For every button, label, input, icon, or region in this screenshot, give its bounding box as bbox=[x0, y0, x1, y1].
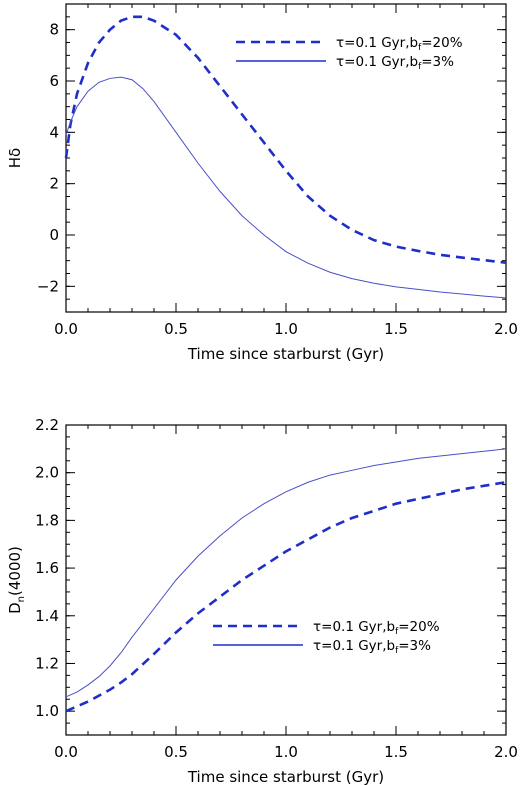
x-axis-label: Time since starburst (Gyr) bbox=[187, 768, 384, 786]
legend-entry-label: τ=0.1 Gyr,bf=3% bbox=[313, 638, 431, 656]
y-tick-label: 4 bbox=[49, 123, 59, 141]
y-tick-label: 1.4 bbox=[35, 607, 59, 625]
x-tick-label: 0.0 bbox=[54, 320, 78, 338]
legend-entry-label: τ=0.1 Gyr,bf=3% bbox=[336, 54, 454, 72]
y-tick-label: 8 bbox=[49, 21, 59, 39]
y-tick-label: 6 bbox=[49, 72, 59, 90]
series-line-bf20 bbox=[64, 15, 507, 265]
x-tick-label: 1.0 bbox=[274, 743, 298, 761]
series-line-bf20 bbox=[65, 480, 507, 713]
y-tick-label: 1.6 bbox=[35, 559, 59, 577]
x-tick-label: 2.0 bbox=[494, 320, 518, 338]
plot-frame bbox=[65, 424, 507, 736]
x-tick-label: 0.0 bbox=[54, 743, 78, 761]
y-tick-label: 0 bbox=[49, 226, 59, 244]
series-line-bf3 bbox=[65, 448, 507, 698]
series-line-bf3 bbox=[65, 76, 507, 299]
y-tick-label: 1.8 bbox=[35, 511, 59, 529]
x-tick-label: 1.5 bbox=[384, 743, 408, 761]
chart-panel-2: 0.0 0.5 1.0 1.5 2.0 1.0 1.2 1.4 1.6 1.8 2.0 2.2 Time… bbox=[6, 416, 518, 786]
y-axis-label: Hδ bbox=[6, 148, 24, 168]
x-tick-label: 0.5 bbox=[164, 743, 188, 761]
y-tick-label: 1.2 bbox=[35, 654, 59, 672]
legend-entry-label: τ=0.1 Gyr,bf=20% bbox=[336, 35, 463, 53]
y-tick-label: 1.0 bbox=[35, 702, 59, 720]
x-tick-label: 2.0 bbox=[494, 743, 518, 761]
y-axis-label: Dn(4000) bbox=[6, 546, 27, 614]
y-tick-label: 2 bbox=[49, 175, 59, 193]
x-tick-label: 1.0 bbox=[274, 320, 298, 338]
chart-panel-1: 0.0 0.5 1.0 1.5 2.0 −2 0 2 4 6 8 Time since starbur… bbox=[6, 3, 518, 363]
y-tick-label: 2.2 bbox=[35, 416, 59, 434]
y-tick-label: 2.0 bbox=[35, 464, 59, 482]
x-tick-label: 1.5 bbox=[384, 320, 408, 338]
y-tick-label: −2 bbox=[37, 277, 59, 295]
legend-entry-label: τ=0.1 Gyr,bf=20% bbox=[313, 619, 440, 637]
x-tick-label: 0.5 bbox=[164, 320, 188, 338]
x-axis-label: Time since starburst (Gyr) bbox=[187, 345, 384, 363]
